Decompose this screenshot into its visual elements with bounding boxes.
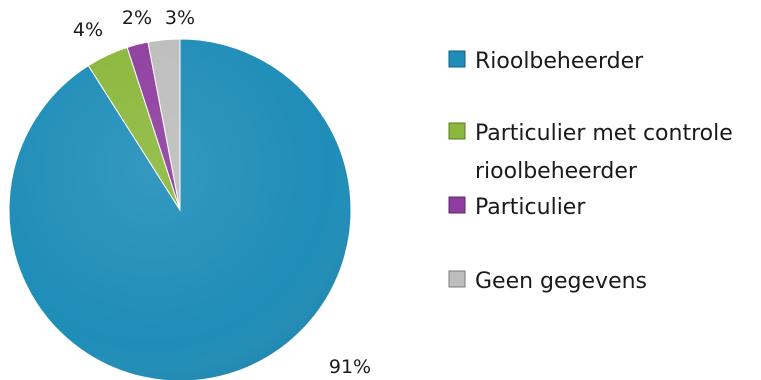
- legend-label: Particulier: [475, 195, 586, 220]
- data-label-geen-gegevens: 3%: [165, 7, 195, 29]
- legend-swatch: [448, 270, 466, 288]
- legend: Rioolbeheerder Particulier met controle ri…: [448, 49, 733, 294]
- legend-label: Rioolbeheerder: [475, 49, 644, 74]
- pie-slices: [8, 38, 352, 380]
- pie-data-labels: 91% 4% 2% 3%: [73, 7, 371, 378]
- legend-item-particulier: Particulier: [448, 195, 586, 220]
- data-label-particulier-met-controle-rioolbeheerder: 4%: [73, 19, 103, 41]
- legend-item-particulier-met-controle-rioolbeheerder: Particulier met controle rioolbeheerder: [448, 121, 733, 184]
- legend-label: Particulier met controle: [475, 121, 733, 146]
- legend-swatch: [448, 50, 466, 68]
- legend-swatch: [448, 196, 466, 214]
- legend-label: Geen gegevens: [475, 269, 647, 294]
- legend-item-geen-gegevens: Geen gegevens: [448, 269, 647, 294]
- data-label-rioolbeheerder: 91%: [329, 356, 371, 378]
- legend-swatch: [448, 122, 466, 140]
- data-label-particulier: 2%: [122, 7, 152, 29]
- legend-item-rioolbeheerder: Rioolbeheerder: [448, 49, 644, 74]
- legend-label: rioolbeheerder: [475, 159, 638, 184]
